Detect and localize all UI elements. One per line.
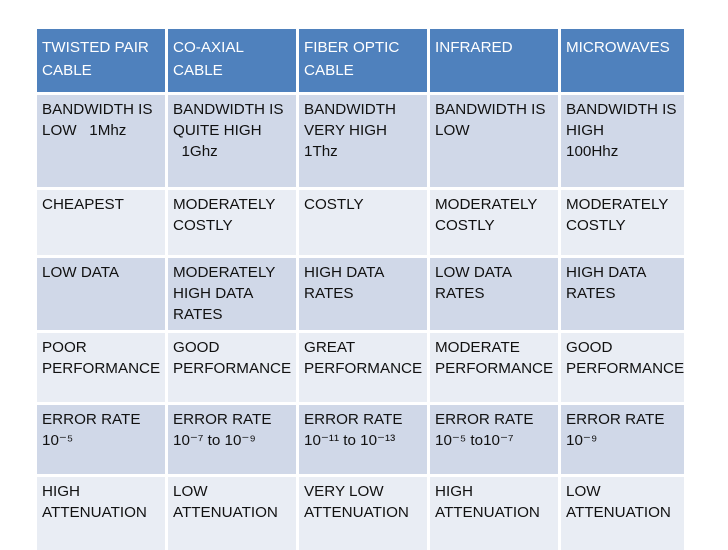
cell-errorrate-infrared: ERROR RATE 10⁻⁵ to10⁻⁷ bbox=[430, 405, 558, 474]
cell-cost-microwaves: MODERATELY COSTLY bbox=[561, 190, 684, 255]
cell-errorrate-fiber-optic: ERROR RATE 10⁻¹¹ to 10⁻¹³ bbox=[299, 405, 427, 474]
cell-cost-infrared: MODERATELY COSTLY bbox=[430, 190, 558, 255]
cell-bandwidth-fiber-optic: BANDWIDTH VERY HIGH 1Thz bbox=[299, 95, 427, 187]
cell-errorrate-co-axial: ERROR RATE 10⁻⁷ to 10⁻⁹ bbox=[168, 405, 296, 474]
cell-attenuation-microwaves: LOW ATTENUATION bbox=[561, 477, 684, 550]
cell-datarate-microwaves: HIGH DATA RATES bbox=[561, 258, 684, 330]
cell-datarate-co-axial: MODERATELY HIGH DATA RATES bbox=[168, 258, 296, 330]
cell-datarate-fiber-optic: HIGH DATA RATES bbox=[299, 258, 427, 330]
cell-cost-twisted-pair: CHEAPEST bbox=[37, 190, 165, 255]
comparison-table: TWISTED PAIR CABLE CO-AXIAL CABLE FIBER … bbox=[37, 29, 684, 550]
cell-cost-fiber-optic: COSTLY bbox=[299, 190, 427, 255]
header-divider bbox=[37, 92, 689, 94]
cell-attenuation-fiber-optic: VERY LOW ATTENUATION bbox=[299, 477, 427, 550]
cell-bandwidth-infrared: BANDWIDTH IS LOW bbox=[430, 95, 558, 187]
cell-bandwidth-co-axial: BANDWIDTH IS QUITE HIGH 1Ghz bbox=[168, 95, 296, 187]
cell-performance-microwaves: GOOD PERFORMANCE bbox=[561, 333, 684, 402]
cell-cost-co-axial: MODERATELY COSTLY bbox=[168, 190, 296, 255]
header-fiber-optic: FIBER OPTIC CABLE bbox=[299, 29, 427, 92]
cell-performance-infrared: MODERATE PERFORMANCE bbox=[430, 333, 558, 402]
header-infrared: INFRARED bbox=[430, 29, 558, 92]
cell-performance-twisted-pair: POOR PERFORMANCE bbox=[37, 333, 165, 402]
cell-datarate-infrared: LOW DATA RATES bbox=[430, 258, 558, 330]
cell-attenuation-infrared: HIGH ATTENUATION bbox=[430, 477, 558, 550]
cell-attenuation-twisted-pair: HIGH ATTENUATION bbox=[37, 477, 165, 550]
cell-bandwidth-twisted-pair: BANDWIDTH IS LOW 1Mhz bbox=[37, 95, 165, 187]
cell-performance-co-axial: GOOD PERFORMANCE bbox=[168, 333, 296, 402]
cell-attenuation-co-axial: LOW ATTENUATION bbox=[168, 477, 296, 550]
cell-errorrate-twisted-pair: ERROR RATE 10⁻⁵ bbox=[37, 405, 165, 474]
header-microwaves: MICROWAVES bbox=[561, 29, 684, 92]
cell-datarate-twisted-pair: LOW DATA bbox=[37, 258, 165, 330]
cell-bandwidth-microwaves: BANDWIDTH IS HIGH 100Hhz bbox=[561, 95, 684, 187]
header-co-axial: CO-AXIAL CABLE bbox=[168, 29, 296, 92]
cell-errorrate-microwaves: ERROR RATE 10⁻⁹ bbox=[561, 405, 684, 474]
header-twisted-pair: TWISTED PAIR CABLE bbox=[37, 29, 165, 92]
cell-performance-fiber-optic: GREAT PERFORMANCE bbox=[299, 333, 427, 402]
